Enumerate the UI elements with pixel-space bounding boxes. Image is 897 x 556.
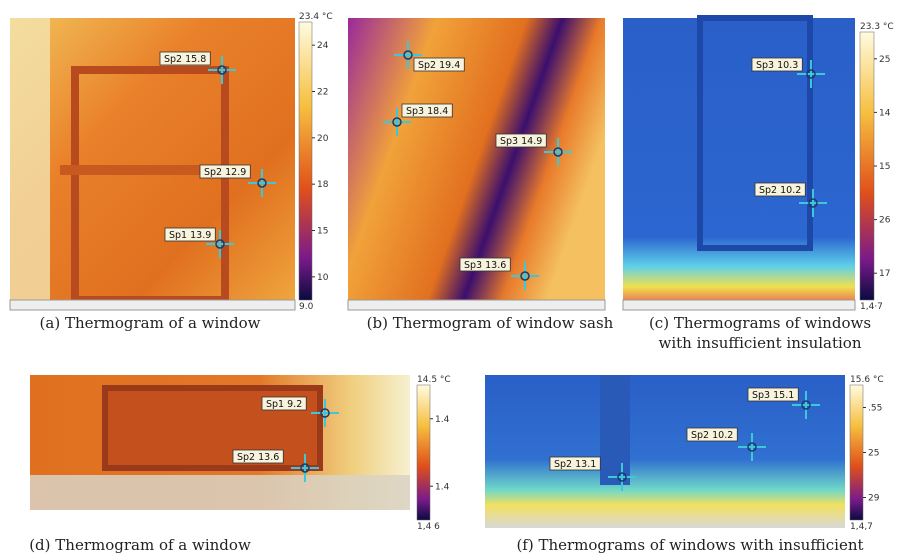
scale-tick-label: 1.4 [435, 415, 450, 425]
scale-min: 1,4,7 [850, 522, 873, 532]
scale-max: 23.4 °C [299, 12, 333, 22]
figure: (a) Thermogram of a window 23.4 °C 9.0 24 22… [0, 0, 897, 556]
scale-tick-label: 25 [879, 55, 890, 65]
scale-tick-label: 24 [317, 41, 329, 51]
scale-min: 1,4 6 [417, 522, 440, 532]
scale-tick-label: 15 [879, 162, 890, 172]
spot-label: Sp2 15.8 [164, 54, 206, 65]
spot-label: Sp2 19.4 [418, 60, 460, 71]
scale-min: 9.0 [299, 302, 314, 312]
scale-tick-label: 1.4 [435, 482, 450, 492]
scale-max: 14.5 °C [417, 375, 451, 385]
spot-label: Sp1 9.2 [266, 399, 302, 410]
scale-tick-label: 10 [317, 273, 329, 283]
image-a [10, 18, 295, 310]
spot-label: Sp2 12.9 [204, 167, 246, 178]
color-scale [860, 32, 874, 300]
scale-tick-label: .55 [868, 404, 882, 414]
caption: with insufficient insulation [659, 334, 862, 352]
caption: (b) Thermogram of window sash [367, 314, 614, 332]
spot-label: Sp3 18.4 [406, 106, 448, 117]
scale-tick-label: 15 [317, 227, 328, 237]
scale-tick-label: 17 [879, 269, 890, 279]
spot-label: Sp3 13.6 [464, 260, 506, 271]
scale-max: 23.3 °C [860, 22, 894, 32]
caption: (f) Thermograms of windows with insuffic… [516, 536, 863, 554]
scale-max: 15.6 °C [850, 375, 884, 385]
scale-tick-label: 20 [317, 134, 329, 144]
color-scale [417, 385, 430, 520]
scale-tick-label: 22 [317, 88, 328, 98]
spot-label: Sp3 10.3 [756, 60, 798, 71]
scale-tick-label: 29 [868, 494, 880, 504]
color-scale [850, 385, 863, 520]
color-scale [299, 22, 312, 300]
scale-tick-label: 14 [879, 108, 891, 118]
spot-label: Sp3 15.1 [752, 390, 794, 401]
caption: (a) Thermogram of a window [40, 314, 261, 332]
spot-label: Sp2 10.2 [691, 430, 733, 441]
image-c [623, 18, 855, 310]
scale-tick-label: 18 [317, 180, 329, 190]
caption: (c) Thermograms of windows [649, 314, 871, 332]
scale-tick-label: 26 [879, 216, 891, 226]
scale-min: 1,4·7 [860, 302, 883, 312]
caption: (d) Thermogram of a window [29, 536, 251, 554]
scale-tick-label: 25 [868, 449, 879, 459]
spot-label: Sp2 13.1 [554, 459, 596, 470]
spot-label: Sp2 10.2 [759, 185, 801, 196]
spot-label: Sp3 14.9 [500, 136, 542, 147]
spot-label: Sp2 13.6 [237, 452, 279, 463]
image-d [30, 375, 410, 510]
spot-label: Sp1 13.9 [169, 230, 211, 241]
